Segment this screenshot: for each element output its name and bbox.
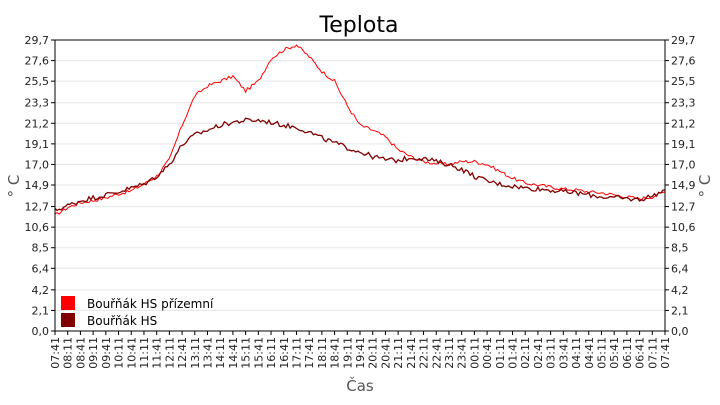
x-tick-label: 20:11 bbox=[367, 337, 380, 369]
y-tick-label-right: 29,7 bbox=[671, 34, 696, 47]
x-tick-label: 22:11 bbox=[418, 337, 431, 369]
x-tick-label: 19:41 bbox=[354, 337, 367, 369]
x-tick-label: 14:11 bbox=[214, 337, 227, 369]
x-tick-label: 02:11 bbox=[519, 337, 532, 369]
x-tick-label: 23:11 bbox=[443, 337, 456, 369]
x-tick-label: 10:41 bbox=[125, 337, 138, 369]
y-axis-title-left: ° C bbox=[5, 175, 23, 198]
x-tick-label: 17:11 bbox=[290, 337, 303, 369]
x-tick-label: 21:41 bbox=[405, 337, 418, 369]
legend-swatch bbox=[61, 313, 75, 327]
x-tick-label: 21:11 bbox=[392, 337, 405, 369]
x-tick-label: 07:11 bbox=[646, 337, 659, 369]
legend-label: Bouřňák HS přízemní bbox=[87, 297, 214, 311]
chart-title: Teplota bbox=[319, 13, 399, 38]
y-tick-label-right: 23,3 bbox=[671, 97, 696, 110]
x-tick-label: 05:41 bbox=[608, 337, 621, 369]
x-tick-label: 23:41 bbox=[456, 337, 469, 369]
y-tick-label-left: 27,6 bbox=[25, 55, 50, 68]
x-tick-label: 06:41 bbox=[634, 337, 647, 369]
x-tick-label: 10:11 bbox=[113, 337, 126, 369]
y-tick-label-right: 27,6 bbox=[671, 55, 696, 68]
y-tick-label-left: 29,7 bbox=[25, 34, 50, 47]
x-tick-label: 01:41 bbox=[507, 337, 520, 369]
x-tick-label: 00:11 bbox=[468, 337, 481, 369]
x-tick-label: 22:41 bbox=[430, 337, 443, 369]
y-tick-label-right: 19,1 bbox=[671, 138, 696, 151]
series-line-1 bbox=[54, 44, 666, 215]
y-tick-label-right: 8,5 bbox=[671, 242, 689, 255]
y-tick-label-left: 14,9 bbox=[25, 179, 50, 192]
x-tick-label: 16:41 bbox=[278, 337, 291, 369]
legend: Bouřňák HS přízemní Bouřňák HS bbox=[61, 296, 214, 328]
x-tick-label: 07:41 bbox=[659, 337, 672, 369]
y-tick-label-left: 0,0 bbox=[32, 325, 50, 338]
x-tick-label: 13:41 bbox=[202, 337, 215, 369]
y-tick-label-right: 17,0 bbox=[671, 158, 696, 171]
x-tick-label: 18:11 bbox=[316, 337, 329, 369]
y-tick-label-right: 2,1 bbox=[671, 304, 689, 317]
y-tick-label-right: 21,2 bbox=[671, 117, 696, 130]
x-tick-label: 07:41 bbox=[49, 337, 62, 369]
x-tick-label: 17:41 bbox=[303, 337, 316, 369]
x-tick-label: 01:11 bbox=[494, 337, 507, 369]
x-tick-label: 03:41 bbox=[557, 337, 570, 369]
y-tick-label-right: 14,9 bbox=[671, 179, 696, 192]
plot-area-border bbox=[54, 39, 666, 332]
y-tick-label-left: 4,2 bbox=[32, 284, 50, 297]
x-tick-label: 03:11 bbox=[545, 337, 558, 369]
x-tick-label: 14:41 bbox=[227, 337, 240, 369]
x-tick-label: 08:41 bbox=[74, 337, 87, 369]
x-tick-label: 11:41 bbox=[151, 337, 164, 369]
series-line-2 bbox=[54, 117, 666, 212]
x-tick-label: 06:11 bbox=[621, 337, 634, 369]
x-tick-label: 11:11 bbox=[138, 337, 151, 369]
x-tick-label: 08:11 bbox=[62, 337, 75, 369]
grid-lines bbox=[55, 60, 665, 311]
y-tick-label-left: 6,4 bbox=[32, 262, 50, 275]
x-tick-label: 18:41 bbox=[329, 337, 342, 369]
y-tick-label-right: 4,2 bbox=[671, 284, 689, 297]
x-tick-label: 13:11 bbox=[189, 337, 202, 369]
axis-ticks: 0,0 0,0 2,1 2,1 4,2 4,2 6,4 6,4 8,5 8,5 10,6 10,6 12… bbox=[25, 34, 696, 369]
legend-swatch bbox=[61, 296, 75, 310]
x-tick-label: 15:41 bbox=[252, 337, 265, 369]
x-tick-label: 02:41 bbox=[532, 337, 545, 369]
x-tick-label: 05:11 bbox=[595, 337, 608, 369]
y-tick-label-left: 21,2 bbox=[25, 117, 50, 130]
y-tick-label-left: 2,1 bbox=[32, 304, 50, 317]
y-tick-label-left: 25,5 bbox=[25, 75, 50, 88]
x-tick-label: 09:41 bbox=[100, 337, 113, 369]
x-tick-label: 16:11 bbox=[265, 337, 278, 369]
y-axis-title-right: ° C bbox=[696, 175, 714, 198]
x-tick-label: 04:41 bbox=[583, 337, 596, 369]
x-tick-label: 19:11 bbox=[341, 337, 354, 369]
y-tick-label-right: 10,6 bbox=[671, 221, 696, 234]
y-tick-label-right: 0,0 bbox=[671, 325, 689, 338]
y-tick-label-left: 23,3 bbox=[25, 97, 50, 110]
series-lines bbox=[54, 44, 666, 215]
x-tick-label: 15:11 bbox=[240, 337, 253, 369]
y-tick-label-right: 25,5 bbox=[671, 75, 696, 88]
y-tick-label-left: 12,7 bbox=[25, 201, 50, 214]
legend-label: Bouřňák HS bbox=[87, 314, 157, 328]
y-tick-label-right: 12,7 bbox=[671, 201, 696, 214]
x-tick-label: 20:41 bbox=[379, 337, 392, 369]
x-tick-label: 12:11 bbox=[163, 337, 176, 369]
x-tick-label: 04:11 bbox=[570, 337, 583, 369]
x-tick-label: 12:41 bbox=[176, 337, 189, 369]
x-axis-title: Čas bbox=[346, 376, 374, 395]
x-tick-label: 09:11 bbox=[87, 337, 100, 369]
x-tick-label: 00:41 bbox=[481, 337, 494, 369]
y-tick-label-left: 8,5 bbox=[32, 242, 50, 255]
y-tick-label-right: 6,4 bbox=[671, 262, 689, 275]
y-tick-label-left: 19,1 bbox=[25, 138, 50, 151]
y-tick-label-left: 10,6 bbox=[25, 221, 50, 234]
y-tick-label-left: 17,0 bbox=[25, 158, 50, 171]
